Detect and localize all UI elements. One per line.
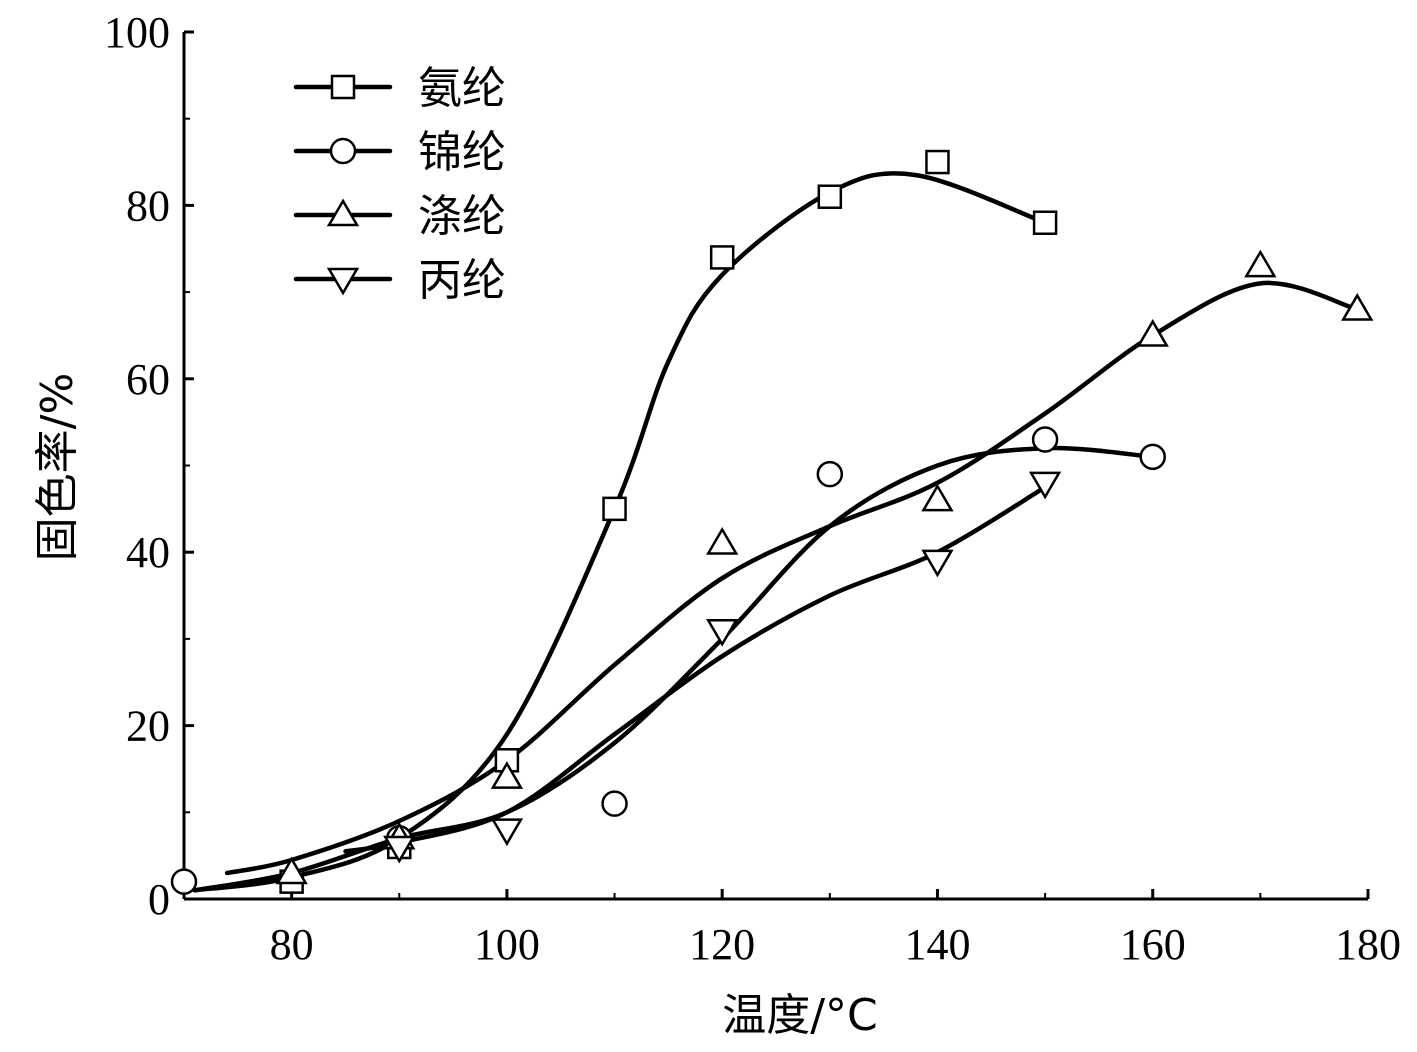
data-point-1-5	[1139, 443, 1166, 471]
data-point-0-7	[1032, 210, 1058, 235]
data-point-3-2	[706, 618, 739, 647]
data-point-3-4	[1028, 471, 1062, 500]
x-tick-label-160: 160	[1120, 920, 1186, 969]
data-point-2-3	[706, 527, 739, 555]
data-point-0-4	[709, 245, 735, 270]
data-point-2-6	[1244, 249, 1277, 278]
legend-marker-3	[326, 267, 360, 296]
data-point-1-4	[1031, 426, 1059, 453]
legend-label-0: 氨纶	[418, 63, 506, 114]
data-point-1-0	[170, 868, 198, 895]
series-line-2	[224, 280, 1360, 876]
series-line-1	[192, 445, 1155, 893]
data-point-2-2	[490, 761, 524, 789]
data-point-3-0	[383, 835, 416, 864]
data-point-3-3	[921, 549, 954, 578]
legend-marker-2	[326, 198, 360, 227]
x-tick-label-180: 180	[1335, 920, 1401, 969]
data-point-2-0	[275, 856, 308, 885]
y-tick-label-40: 40	[126, 528, 170, 577]
data-point-2-4	[921, 483, 954, 512]
series-markers	[170, 149, 1374, 895]
y-tick-label-0: 0	[148, 875, 170, 924]
legend-label-2: 涤纶	[418, 191, 506, 242]
legend-marker-1	[329, 137, 357, 165]
x-axis-title: 温度/°C	[722, 990, 878, 1041]
y-tick-label-20: 20	[126, 702, 170, 751]
data-point-2-7	[1341, 292, 1374, 321]
x-tick-label-100: 100	[474, 920, 540, 969]
y-tick-label-60: 60	[126, 355, 170, 404]
x-tick-label-140: 140	[904, 920, 970, 969]
y-axis-title: 固色率/%	[32, 373, 83, 562]
y-tick-label-100: 100	[104, 8, 170, 57]
y-tick-label-80: 80	[126, 181, 170, 230]
x-tick-label-80: 80	[270, 920, 314, 969]
data-point-0-5	[817, 184, 843, 209]
x-tick-label-120: 120	[689, 920, 755, 969]
data-point-2-5	[1136, 318, 1169, 347]
data-point-0-3	[602, 496, 627, 522]
data-point-1-2	[601, 790, 628, 817]
legend-label-3: 丙纶	[418, 255, 506, 306]
legend-marker-0	[330, 74, 356, 100]
axes: 0 20 40 60 80 100 80 100 120 140 160 180 温度/°C 固色率…	[32, 8, 1401, 1041]
data-point-0-6	[925, 149, 950, 175]
legend-label-1: 锦纶	[418, 127, 506, 178]
series-line-0	[192, 171, 1048, 893]
data-point-1-3	[816, 460, 844, 488]
data-point-3-1	[490, 818, 524, 847]
